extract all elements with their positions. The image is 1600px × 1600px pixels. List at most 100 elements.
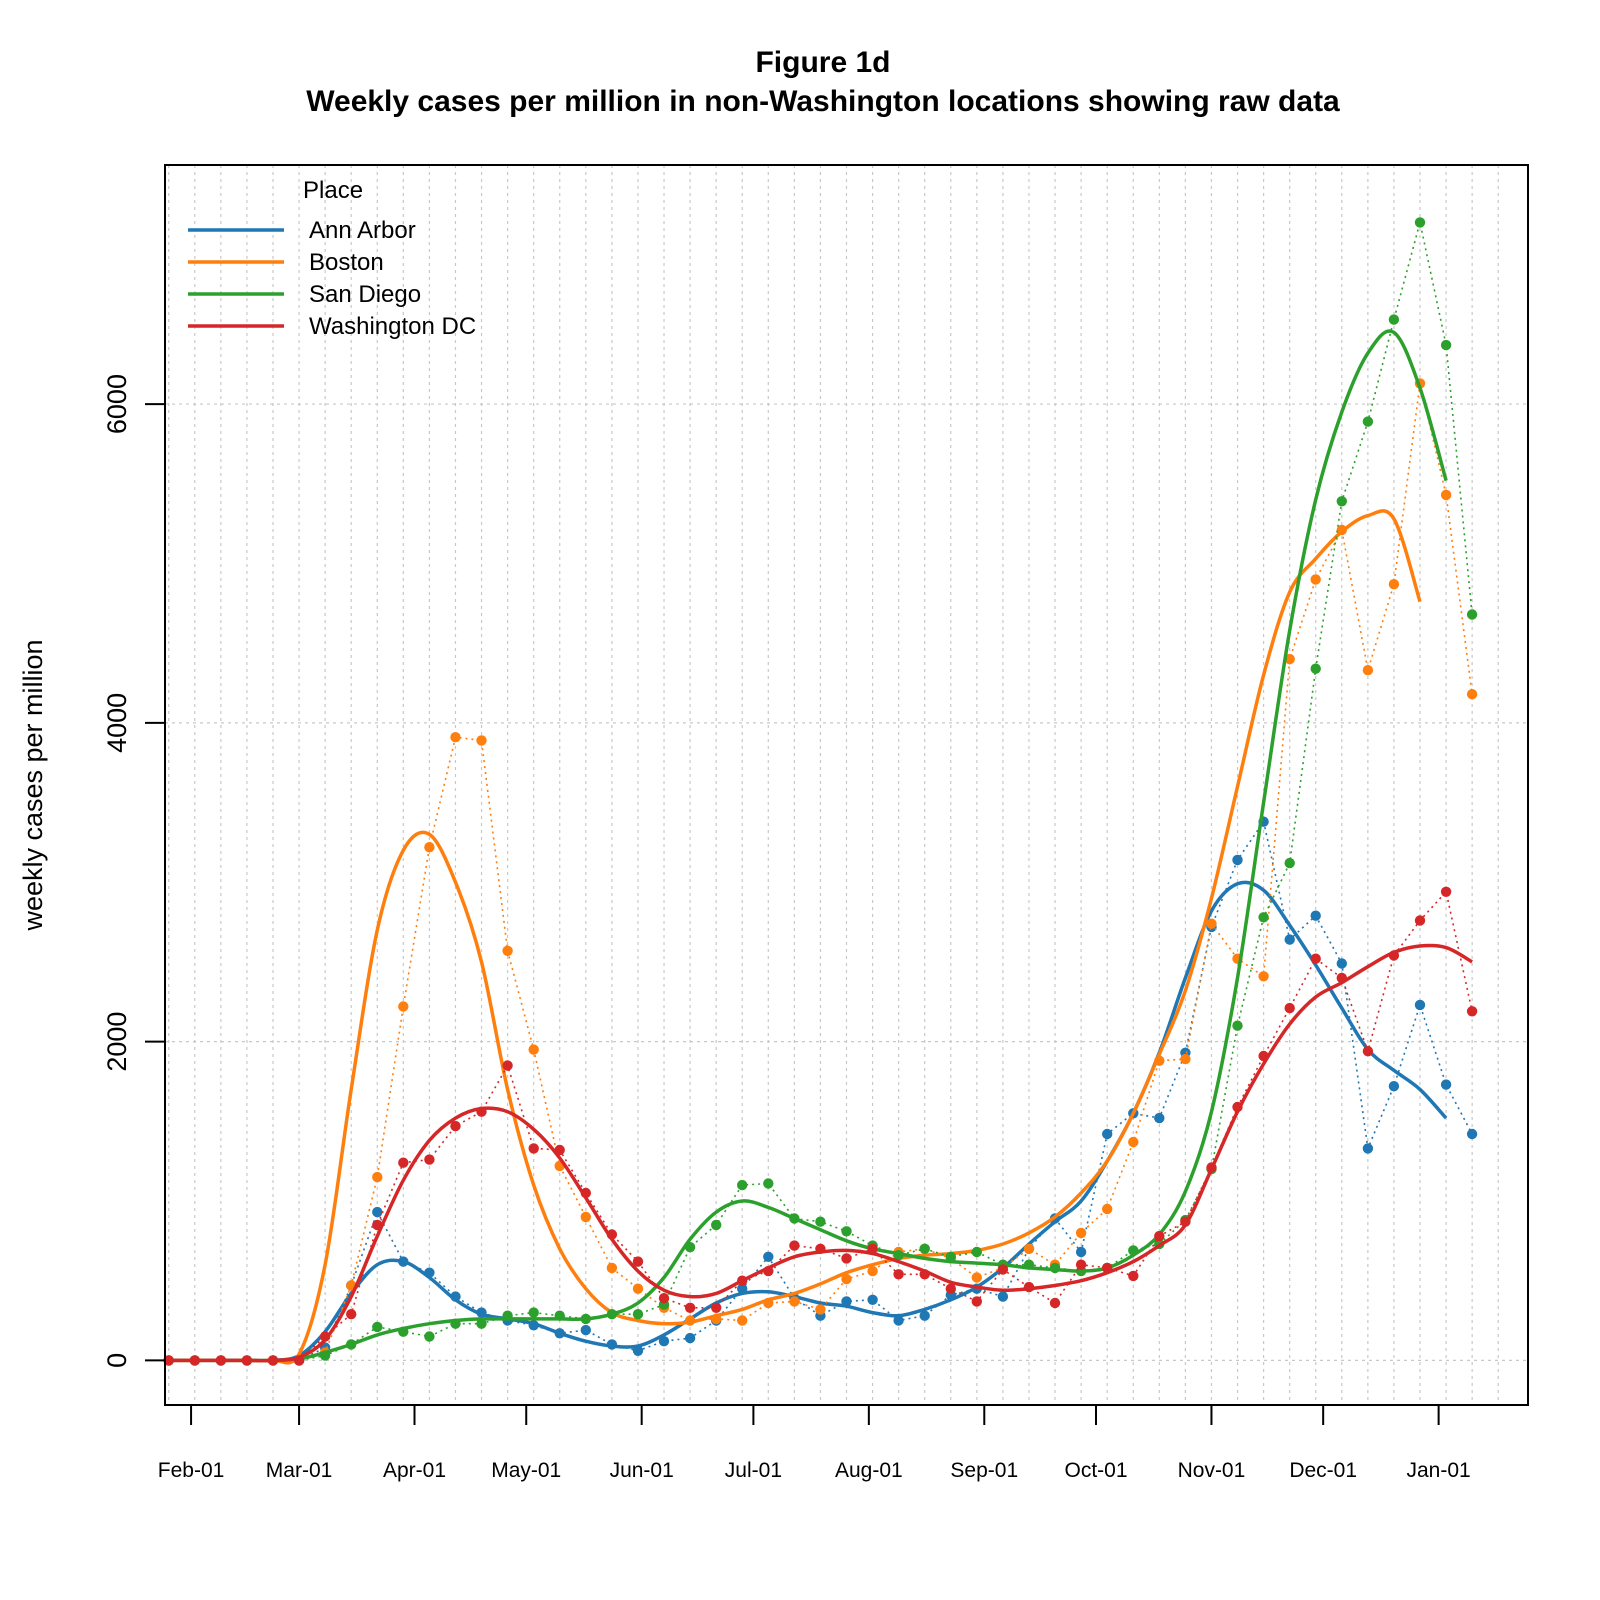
data-point-san-diego bbox=[1388, 314, 1400, 325]
data-point-boston bbox=[1180, 1053, 1191, 1065]
smooth-line-ann-arbor bbox=[168, 880, 1448, 1363]
data-point-boston bbox=[1388, 579, 1400, 590]
data-point-san-diego bbox=[398, 1326, 409, 1337]
legend: Place Ann Arbor Boston San Diego Washington… bbox=[188, 177, 476, 340]
data-point-washington-dc bbox=[398, 1157, 409, 1168]
data-point-boston bbox=[1154, 1055, 1165, 1066]
data-point-washington-dc bbox=[1362, 1046, 1374, 1057]
data-point-boston bbox=[398, 1001, 409, 1012]
data-point-washington-dc bbox=[319, 1331, 331, 1342]
smooth-line-boston bbox=[168, 509, 1422, 1365]
data-point-boston bbox=[1128, 1136, 1139, 1148]
data-point-boston bbox=[606, 1262, 618, 1274]
chart-title: Figure 1d bbox=[755, 46, 890, 79]
data-point-san-diego bbox=[1284, 857, 1295, 869]
data-point-washington-dc bbox=[528, 1143, 539, 1154]
data-point-washington-dc bbox=[867, 1243, 878, 1255]
data-point-washington-dc bbox=[893, 1269, 904, 1280]
data-point-san-diego bbox=[1414, 217, 1426, 228]
data-point-washington-dc bbox=[1102, 1262, 1113, 1274]
data-point-ann-arbor bbox=[632, 1345, 644, 1357]
data-point-washington-dc bbox=[658, 1293, 670, 1304]
x-tick-label: Aug-01 bbox=[835, 1459, 903, 1482]
x-tick-label: May-01 bbox=[491, 1459, 561, 1482]
data-point-ann-arbor bbox=[893, 1315, 904, 1326]
data-point-san-diego bbox=[424, 1331, 435, 1342]
x-tick-label: Oct-01 bbox=[1064, 1459, 1127, 1482]
x-tick-label: Sep-01 bbox=[950, 1459, 1018, 1482]
data-point-boston bbox=[580, 1211, 591, 1223]
data-point-washington-dc bbox=[372, 1219, 383, 1231]
data-point-san-diego bbox=[1440, 339, 1452, 351]
data-point-washington-dc bbox=[424, 1154, 435, 1165]
data-point-ann-arbor bbox=[684, 1332, 696, 1344]
data-point-washington-dc bbox=[215, 1355, 227, 1366]
data-point-washington-dc bbox=[1232, 1101, 1243, 1113]
data-point-boston bbox=[1466, 689, 1478, 700]
grid bbox=[165, 165, 1528, 1405]
data-point-washington-dc bbox=[919, 1269, 930, 1280]
data-point-washington-dc bbox=[1284, 1002, 1295, 1014]
data-point-boston bbox=[502, 945, 513, 956]
data-point-washington-dc bbox=[632, 1256, 644, 1267]
data-point-ann-arbor bbox=[1102, 1128, 1113, 1140]
data-point-boston bbox=[1206, 918, 1217, 929]
data-point-boston bbox=[867, 1265, 878, 1277]
data-point-san-diego bbox=[737, 1179, 748, 1191]
data-point-washington-dc bbox=[1023, 1281, 1035, 1293]
data-point-ann-arbor bbox=[1362, 1143, 1374, 1154]
data-point-boston bbox=[424, 842, 435, 853]
data-point-san-diego bbox=[1258, 912, 1269, 923]
data-point-ann-arbor bbox=[841, 1296, 852, 1307]
data-point-ann-arbor bbox=[554, 1328, 565, 1339]
data-point-washington-dc bbox=[711, 1302, 722, 1314]
data-point-washington-dc bbox=[293, 1355, 305, 1366]
data-point-san-diego bbox=[815, 1216, 826, 1227]
data-point-washington-dc bbox=[163, 1355, 174, 1366]
legend-label-san-diego: San Diego bbox=[309, 281, 421, 308]
data-point-san-diego bbox=[580, 1313, 591, 1325]
data-point-boston bbox=[372, 1171, 383, 1183]
data-point-ann-arbor bbox=[997, 1291, 1009, 1302]
data-point-washington-dc bbox=[450, 1120, 461, 1132]
x-tick-label: Mar-01 bbox=[266, 1459, 333, 1482]
y-axis-label: weekly cases per million bbox=[18, 639, 48, 931]
data-point-ann-arbor bbox=[398, 1256, 409, 1267]
data-point-san-diego bbox=[945, 1251, 956, 1263]
data-point-ann-arbor bbox=[1336, 958, 1348, 969]
plot-frame bbox=[164, 164, 1529, 1406]
data-point-washington-dc bbox=[606, 1229, 618, 1240]
data-point-san-diego bbox=[502, 1310, 513, 1321]
data-point-washington-dc bbox=[815, 1243, 826, 1255]
data-point-washington-dc bbox=[841, 1253, 852, 1264]
data-point-ann-arbor bbox=[606, 1339, 618, 1350]
data-point-ann-arbor bbox=[476, 1307, 487, 1318]
series-layer bbox=[163, 217, 1478, 1366]
data-point-boston bbox=[528, 1044, 539, 1055]
data-point-ann-arbor bbox=[1284, 934, 1295, 945]
data-point-washington-dc bbox=[997, 1264, 1009, 1275]
data-point-boston bbox=[1102, 1203, 1113, 1215]
data-point-san-diego bbox=[528, 1307, 539, 1318]
data-point-ann-arbor bbox=[580, 1324, 591, 1336]
data-point-washington-dc bbox=[189, 1355, 200, 1366]
data-point-san-diego bbox=[476, 1318, 487, 1329]
data-point-boston bbox=[1440, 489, 1452, 501]
data-point-washington-dc bbox=[554, 1144, 565, 1156]
data-point-washington-dc bbox=[1180, 1216, 1191, 1227]
data-point-san-diego bbox=[1232, 1020, 1243, 1031]
data-point-washington-dc bbox=[684, 1302, 696, 1314]
data-point-boston bbox=[737, 1315, 748, 1326]
data-point-boston bbox=[711, 1313, 722, 1325]
smooth-line-san-diego bbox=[168, 329, 1448, 1363]
data-point-san-diego bbox=[711, 1219, 722, 1231]
x-tick-label: Jun-01 bbox=[610, 1459, 674, 1482]
data-point-washington-dc bbox=[1154, 1230, 1165, 1242]
data-point-washington-dc bbox=[1466, 1006, 1478, 1017]
x-tick-label: Nov-01 bbox=[1178, 1459, 1246, 1482]
data-point-boston bbox=[1362, 665, 1374, 676]
data-point-ann-arbor bbox=[763, 1251, 774, 1263]
data-point-san-diego bbox=[971, 1246, 982, 1258]
data-point-ann-arbor bbox=[1310, 910, 1321, 921]
